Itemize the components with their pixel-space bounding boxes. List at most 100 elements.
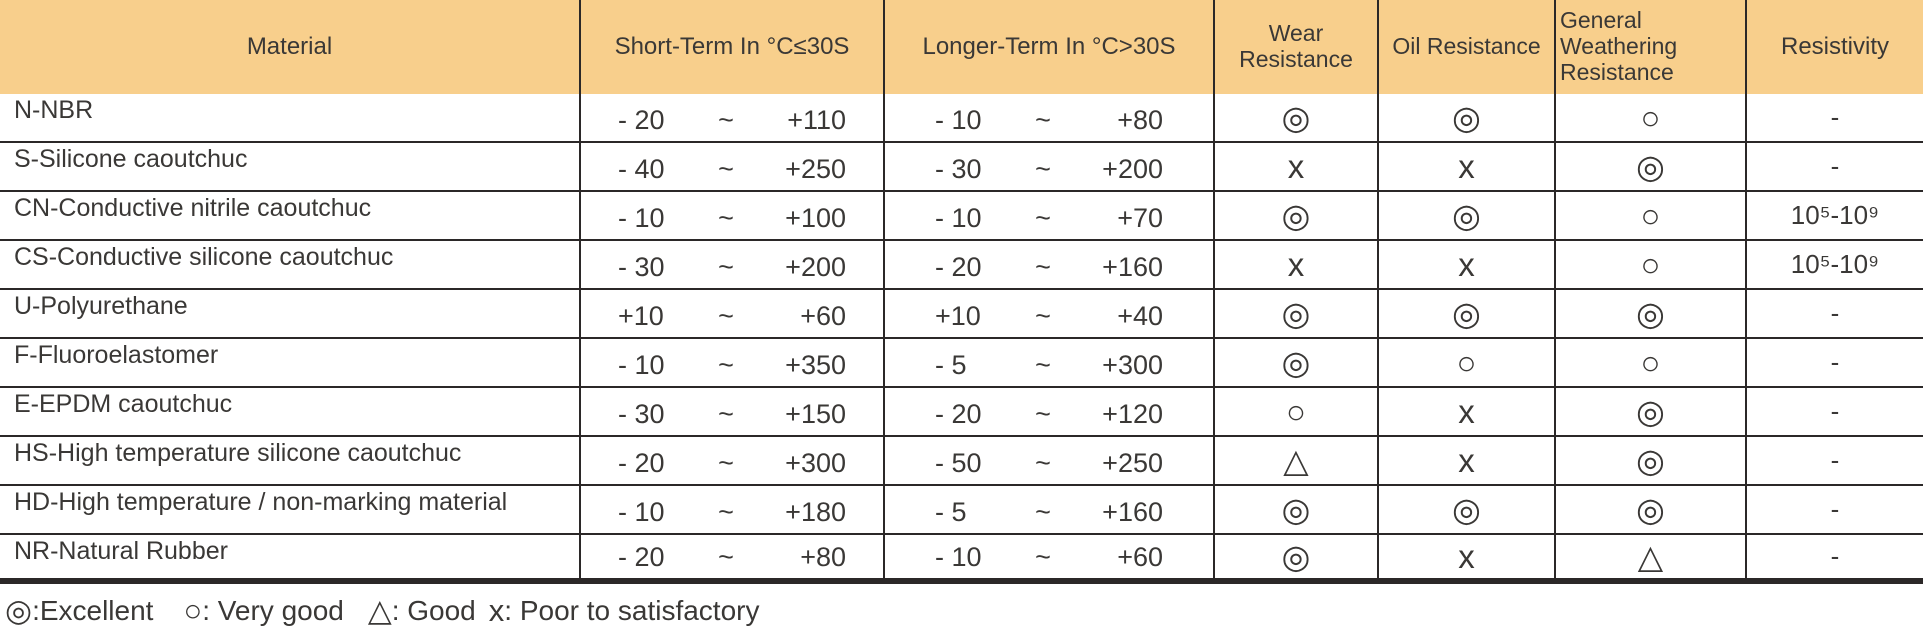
table-row: NR-Natural Rubber - 20 ~ +80 - 10 ~ +60 … [0,535,1923,584]
short-term-min: - 20 [618,448,665,478]
range-separator: ~ [718,154,734,184]
short-term-min: - 30 [618,252,665,282]
longer-term-max: +300 [1102,350,1163,380]
short-term-max: +250 [785,154,846,184]
wear-resistance-rating: ◎ [1215,290,1379,337]
longer-term-max: +200 [1102,154,1163,184]
short-term-min: - 40 [618,154,665,184]
short-term-max: +80 [800,542,846,572]
oil-resistance-rating: ◎ [1379,94,1556,141]
material-cell: N-NBR [0,94,581,141]
wear-resistance-rating: x [1215,143,1379,190]
short-term-range-cell: +10 ~ +60 [581,290,885,337]
oil-resistance-rating: ◎ [1379,192,1556,239]
longer-term-min: +10 [935,301,981,331]
short-term-max: +110 [787,105,846,135]
range-separator: ~ [718,203,734,233]
longer-term-min: - 50 [935,448,982,478]
short-term-range-cell: - 40 ~ +250 [581,143,885,190]
oil-resistance-rating: ◎ [1379,486,1556,533]
longer-term-max: +250 [1102,448,1163,478]
excellent-symbol: ◎ [5,593,33,628]
resistivity-cell: - [1830,298,1840,328]
range-separator: ~ [1035,448,1051,478]
longer-term-max: +160 [1102,252,1163,282]
wear-resistance-rating: ○ [1215,388,1379,435]
longer-term-max: +40 [1117,301,1163,331]
oil-resistance-rating: x [1379,241,1556,288]
legend-item-poor: x : Poor to satisfactory [489,593,760,629]
column-header-resistivity: Resistivity [1780,32,1889,60]
longer-term-max: +60 [1117,542,1163,572]
column-header-short-term: Short-Term In °C≤30S [581,0,885,94]
material-cell: S-Silicone caoutchuc [0,143,581,190]
resistivity-cell: - [1830,102,1840,132]
longer-term-min: - 10 [935,105,982,135]
table-header-row: Material Short-Term In °C≤30S Longer-Ter… [0,0,1923,94]
table-row: E-EPDM caoutchuc - 30 ~ +150 - 20 ~ +120… [0,388,1923,437]
column-header-longer-term: Longer-Term In °C>30S [885,0,1215,94]
longer-term-range-cell: - 5 ~ +300 [885,339,1215,386]
longer-term-range-cell: - 50 ~ +250 [885,437,1215,484]
weathering-resistance-rating: ○ [1556,94,1747,141]
table-row: N-NBR - 20 ~ +110 - 10 ~ +80 ◎ ◎ ○ - [0,94,1923,143]
weathering-resistance-rating: ◎ [1556,388,1747,435]
table-row: CS-Conductive silicone caoutchuc - 30 ~ … [0,241,1923,290]
longer-term-range-cell: - 30 ~ +200 [885,143,1215,190]
longer-term-min: - 5 [935,497,967,527]
wear-resistance-rating: ◎ [1215,339,1379,386]
resistivity-cell: - [1830,347,1840,377]
table-row: U-Polyurethane +10 ~ +60 +10 ~ +40 ◎ ◎ ◎… [0,290,1923,339]
short-term-min: - 10 [618,497,665,527]
oil-resistance-rating: x [1379,388,1556,435]
legend-item-good: △ : Good [368,593,476,629]
resistivity-cell: - [1830,151,1840,181]
weathering-resistance-rating: △ [1556,535,1747,578]
weathering-resistance-rating: ◎ [1556,486,1747,533]
range-separator: ~ [1035,203,1051,233]
range-separator: ~ [718,542,734,572]
short-term-range-cell: - 30 ~ +150 [581,388,885,435]
range-separator: ~ [718,399,734,429]
range-separator: ~ [718,497,734,527]
short-term-min: - 20 [618,542,665,572]
short-term-min: +10 [618,301,664,331]
range-separator: ~ [718,252,734,282]
good-label: : Good [391,595,476,626]
table-row: S-Silicone caoutchuc - 40 ~ +250 - 30 ~ … [0,143,1923,192]
short-term-max: +180 [785,497,846,527]
longer-term-max: +80 [1117,105,1163,135]
column-header-general-weathering-resistance: General Weathering Resistance [1556,0,1747,94]
weathering-resistance-rating: ○ [1556,339,1747,386]
range-separator: ~ [718,105,734,135]
short-term-range-cell: - 20 ~ +110 [581,94,885,141]
table-row: HD-High temperature / non-marking materi… [0,486,1923,535]
very-good-label: : Very good [202,595,344,626]
short-term-min: - 20 [618,105,665,135]
poor-symbol: x [488,593,505,628]
short-term-range-cell: - 10 ~ +100 [581,192,885,239]
legend-item-very-good: ○ : Very good [183,593,343,629]
wear-resistance-rating: △ [1215,437,1379,484]
oil-resistance-rating: x [1379,143,1556,190]
legend-item-excellent: ◎ :Excellent [5,593,153,629]
short-term-max: +60 [800,301,846,331]
range-separator: ~ [1035,497,1051,527]
longer-term-range-cell: - 10 ~ +80 [885,94,1215,141]
short-term-min: - 10 [618,350,665,380]
wear-resistance-rating: ◎ [1215,94,1379,141]
longer-term-min: - 30 [935,154,982,184]
oil-resistance-rating: x [1379,437,1556,484]
range-separator: ~ [1035,399,1051,429]
longer-term-range-cell: - 20 ~ +120 [885,388,1215,435]
column-header-oil-resistance: Oil Resistance [1379,0,1556,94]
very-good-symbol: ○ [183,593,203,628]
weathering-resistance-rating: ○ [1556,192,1747,239]
short-term-range-cell: - 10 ~ +180 [581,486,885,533]
range-separator: ~ [718,301,734,331]
longer-term-max: +120 [1102,399,1163,429]
material-cell: E-EPDM caoutchuc [0,388,581,435]
wear-resistance-rating: ◎ [1215,192,1379,239]
weathering-resistance-rating: ◎ [1556,143,1747,190]
